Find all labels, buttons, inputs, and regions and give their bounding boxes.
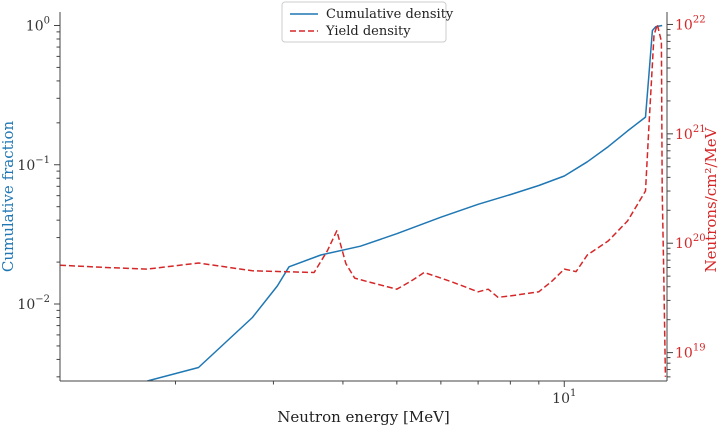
legend: Cumulative density Yield density xyxy=(281,1,454,43)
legend-box xyxy=(281,1,447,43)
y-left-tick-label: 10−1 xyxy=(17,155,50,174)
yield-density-line xyxy=(60,23,667,377)
legend-yield-label: Yield density xyxy=(325,24,411,39)
x-axis-label: Neutron energy [MeV] xyxy=(277,408,450,426)
y-right-axis-label: Neutrons/cm²/MeV xyxy=(702,126,720,272)
y-left-axis-label: Cumulative fraction xyxy=(0,121,17,273)
x-tick-label: 101 xyxy=(552,388,576,407)
y-right-tick-label: 1022 xyxy=(675,14,706,33)
y-left-tick-label: 100 xyxy=(26,15,50,34)
legend-cumulative-label: Cumulative density xyxy=(326,7,454,22)
y-right-tick-label: 1020 xyxy=(675,233,706,252)
cumulative-density-line xyxy=(147,24,663,381)
y-right-tick-label: 1019 xyxy=(675,343,706,362)
plot-area xyxy=(60,23,667,381)
y-left-tick-label: 10−2 xyxy=(17,294,50,313)
y-right-tick-label: 1021 xyxy=(675,124,706,143)
